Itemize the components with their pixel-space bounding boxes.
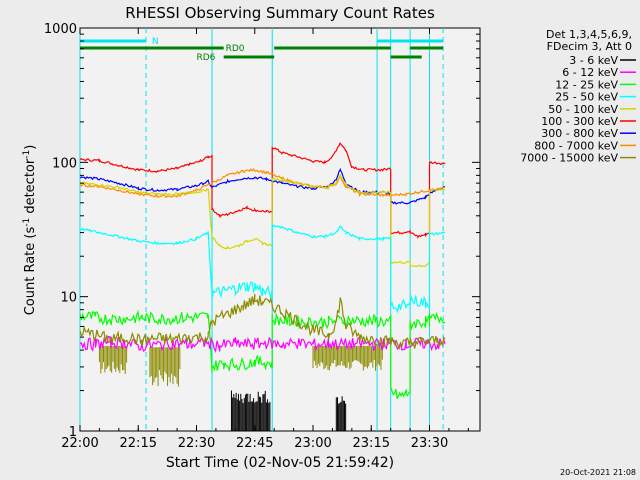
y-axis-label-suffix: ) bbox=[23, 145, 38, 150]
legend-entry-6: 300 - 800 keV bbox=[541, 127, 618, 140]
legend: Det 1,3,4,5,6,9,FDecim 3, Att 03 - 6 keV… bbox=[520, 28, 636, 165]
x-axis-label: Start Time (02-Nov-05 21:59:42) bbox=[166, 455, 394, 471]
y-axis-label-sup2: -1 bbox=[22, 150, 32, 159]
x-tick-label-6: 23:30 bbox=[411, 436, 448, 451]
y-tick-label-0: 1 bbox=[69, 425, 77, 440]
series-line-s5 bbox=[79, 309, 446, 400]
legend-info-line-1: FDecim 3, Att 0 bbox=[547, 40, 632, 53]
legend-entry-0: 3 - 6 keV bbox=[569, 54, 618, 67]
y-axis-label: Count Rate (s-1 detector-1) bbox=[22, 145, 38, 316]
series-line-s7 bbox=[79, 293, 446, 351]
series-lines bbox=[79, 142, 446, 400]
series-line-s3 bbox=[79, 174, 446, 268]
legend-entry-8: 7000 - 15000 keV bbox=[520, 152, 618, 165]
legend-entry-1: 6 - 12 keV bbox=[562, 66, 618, 79]
flag-label-RD0: RD0 bbox=[226, 44, 245, 54]
x-tick-label-2: 22:30 bbox=[178, 436, 215, 451]
x-tick-label-3: 22:45 bbox=[236, 436, 273, 451]
y-tick-label-2: 100 bbox=[52, 156, 77, 171]
legend-entry-5: 100 - 300 keV bbox=[541, 115, 618, 128]
series-line-s4 bbox=[79, 222, 446, 314]
x-tick-label-0: 22:00 bbox=[61, 436, 98, 451]
svg-text:Count Rate (s-1 detector-1): Count Rate (s-1 detector-1) bbox=[22, 145, 38, 316]
legend-entry-2: 12 - 25 keV bbox=[555, 78, 618, 91]
low-energy-bursts bbox=[230, 390, 347, 431]
legend-entry-3: 25 - 50 keV bbox=[555, 91, 618, 104]
series-line-s1 bbox=[79, 167, 446, 205]
flag-label-N: N bbox=[152, 37, 159, 47]
flag-bars: N RD0 RD6 bbox=[80, 37, 444, 63]
x-tick-label-1: 22:15 bbox=[120, 436, 157, 451]
y-axis-label-prefix: Count Rate (s bbox=[23, 227, 38, 316]
series-line-s2 bbox=[79, 167, 446, 199]
y-axis-label-mid: detector bbox=[23, 158, 38, 218]
y-axis-label-sup: -1 bbox=[22, 218, 32, 227]
x-tick-label-4: 23:00 bbox=[294, 436, 331, 451]
series-line-s0 bbox=[79, 142, 446, 239]
generation-timestamp: 20-Oct-2021 21:08 bbox=[560, 468, 636, 477]
legend-entry-7: 800 - 7000 keV bbox=[534, 139, 618, 152]
axes: 22:00 22:15 22:30 22:45 23:00 23:15 23:30 1 10 10… bbox=[44, 22, 480, 451]
legend-entry-4: 50 - 100 keV bbox=[548, 103, 618, 116]
chart-title: RHESSI Observing Summary Count Rates bbox=[125, 4, 435, 22]
x-tick-label-5: 23:15 bbox=[353, 436, 390, 451]
plot-area bbox=[79, 27, 481, 432]
y-tick-label-3: 1000 bbox=[44, 22, 77, 37]
flag-label-RD6: RD6 bbox=[197, 53, 216, 63]
legend-info-line-0: Det 1,3,4,5,6,9, bbox=[546, 28, 632, 41]
y-tick-label-1: 10 bbox=[60, 291, 77, 306]
